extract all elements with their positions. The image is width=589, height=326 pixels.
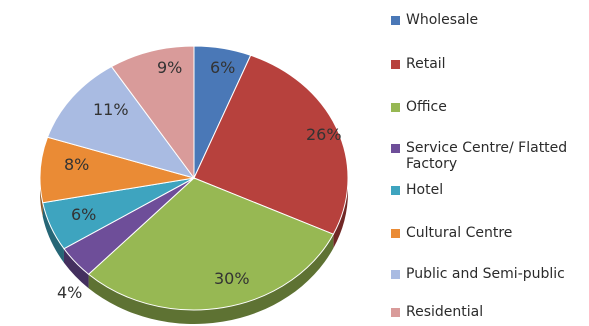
pie-data-label-2: 30% xyxy=(214,269,250,288)
pie-slice-2 xyxy=(87,177,335,311)
legend-item-residential: Residential xyxy=(391,304,589,320)
legend-item-public-semi-public: Public and Semi-public xyxy=(391,266,589,282)
pie-slice-side-3 xyxy=(63,248,89,289)
legend-label-office: Office xyxy=(406,99,447,115)
pie-slice-6 xyxy=(46,65,196,179)
legend-item-hotel: Hotel xyxy=(391,182,589,198)
legend-label-residential: Residential xyxy=(406,304,484,320)
pie-data-label-7: 9% xyxy=(157,58,182,77)
legend-label-wholesale: Wholesale xyxy=(406,12,479,28)
pie-data-label-3: 4% xyxy=(57,283,82,302)
pie-slice-7 xyxy=(110,45,195,180)
legend-label-service-centre: Service Centre/ Flatted Factory xyxy=(406,140,568,172)
legend-swatch-office xyxy=(391,103,400,112)
legend-swatch-hotel xyxy=(391,186,400,195)
pie-data-label-1: 26% xyxy=(306,125,342,144)
legend-label-cultural-centre: Cultural Centre xyxy=(406,225,513,241)
legend-swatch-public-semi-public xyxy=(391,270,400,279)
legend: Wholesale Retail Office Service Centre/ … xyxy=(391,6,589,326)
legend-swatch-wholesale xyxy=(391,16,400,25)
legend-swatch-service-centre xyxy=(391,144,400,153)
pie-labels-layer: 6% 26% 30% 4% 6% 8% 11% 9% xyxy=(57,58,342,302)
legend-item-office: Office xyxy=(391,99,589,115)
pie-data-label-6: 11% xyxy=(93,100,129,119)
legend-label-retail: Retail xyxy=(406,56,446,72)
pie-slice-1 xyxy=(193,54,349,235)
legend-label-public-semi-public: Public and Semi-public xyxy=(406,266,565,282)
legend-label-hotel: Hotel xyxy=(406,182,444,198)
pie-data-label-0: 6% xyxy=(210,58,235,77)
pie-slices-layer xyxy=(39,45,349,311)
legend-item-cultural-centre: Cultural Centre xyxy=(391,225,589,241)
pie-slice-side-1 xyxy=(333,178,348,249)
legend-swatch-cultural-centre xyxy=(391,229,400,238)
legend-item-wholesale: Wholesale xyxy=(391,12,589,28)
pie-slice-side-2 xyxy=(88,234,334,324)
pie-data-label-5: 8% xyxy=(64,155,89,174)
legend-item-retail: Retail xyxy=(391,56,589,72)
legend-swatch-residential xyxy=(391,308,400,317)
pie-data-label-4: 6% xyxy=(71,205,96,224)
legend-item-service-centre: Service Centre/ Flatted Factory xyxy=(391,140,589,172)
legend-swatch-retail xyxy=(391,60,400,69)
